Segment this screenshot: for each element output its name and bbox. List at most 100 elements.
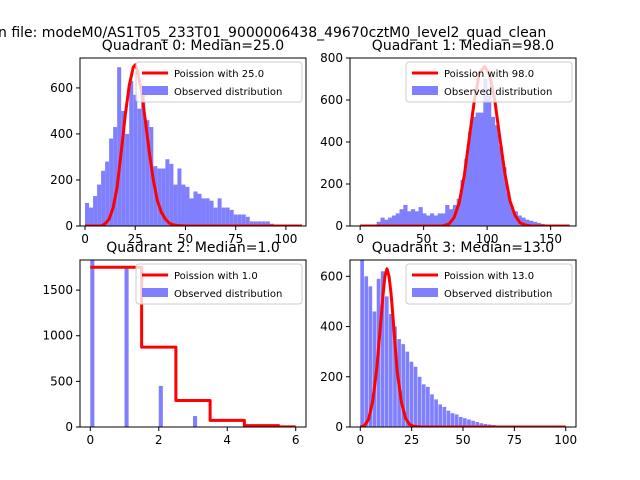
histogram-bar xyxy=(475,421,480,427)
histogram-bar xyxy=(105,161,110,226)
histogram-bar xyxy=(468,131,473,226)
histogram-bar xyxy=(225,207,230,226)
plot-area xyxy=(90,260,296,427)
y-tick-label: 200 xyxy=(50,173,73,187)
histogram-bar xyxy=(460,179,465,226)
histogram-bar xyxy=(433,215,438,226)
histogram-bar xyxy=(237,214,242,226)
histogram-bar xyxy=(372,311,377,427)
y-tick-label: 600 xyxy=(320,93,343,107)
x-tick-label: 150 xyxy=(539,232,562,246)
histogram-bar xyxy=(209,200,214,226)
chart-panel-2: 0 2 4 6 0 500 1000 1500 Quadrant 2: Median=1.0 Po… xyxy=(42,240,307,447)
y-tick-label: 600 xyxy=(320,269,343,283)
legend: Poission with 98.0 Observed distribution xyxy=(405,61,573,103)
histogram-bar xyxy=(265,221,270,226)
histogram-bar xyxy=(249,221,254,226)
figure-suptitle: n file: modeM0/AS1T05_233T01_9000006438_… xyxy=(0,25,546,41)
y-tick-label: 0 xyxy=(335,420,343,434)
histogram-bar xyxy=(380,271,385,427)
histogram-bar xyxy=(229,209,234,226)
histogram-bar xyxy=(384,219,389,226)
histogram-bar xyxy=(456,198,461,226)
histogram-bar xyxy=(407,211,412,226)
histogram-bar xyxy=(418,207,423,226)
histogram-bar xyxy=(417,376,422,427)
histogram-bar xyxy=(413,366,418,427)
histogram-bar xyxy=(185,186,190,226)
histogram-bar xyxy=(380,217,385,226)
x-tick-label: 100 xyxy=(274,232,297,246)
histogram-bar xyxy=(97,184,102,226)
histogram-bar xyxy=(101,170,106,226)
histogram-bar xyxy=(458,416,463,427)
histogram-bar xyxy=(109,138,114,226)
histogram-bar xyxy=(532,221,538,226)
histogram-bar xyxy=(446,410,451,427)
histogram-bar xyxy=(442,406,447,427)
x-tick-label: 25 xyxy=(404,433,419,447)
histogram-bar xyxy=(430,394,434,427)
legend-label: Poission with 1.0 xyxy=(174,271,258,282)
y-tick-label: 400 xyxy=(50,127,73,141)
histogram-bar xyxy=(490,116,496,226)
histogram-bar xyxy=(529,220,534,226)
histogram-bar xyxy=(509,207,515,226)
x-tick-label: 0 xyxy=(86,433,94,447)
x-tick-label: 75 xyxy=(228,232,243,246)
histogram-bar xyxy=(177,168,182,226)
histogram-bar xyxy=(90,260,95,427)
histogram-bar xyxy=(479,423,484,427)
histogram-bar xyxy=(89,207,94,226)
panel-title: Quadrant 2: Median=1.0 xyxy=(106,240,280,256)
histogram-bar xyxy=(165,159,170,226)
histogram-bar xyxy=(141,92,146,226)
histogram-bar xyxy=(93,196,98,226)
histogram-bar xyxy=(124,268,129,427)
y-tick-label: 0 xyxy=(65,219,73,233)
histogram-bar xyxy=(483,423,488,427)
y-tick-label: 200 xyxy=(320,370,343,384)
histogram-bar xyxy=(360,260,364,427)
x-tick-label: 0 xyxy=(81,232,89,246)
histogram-bar xyxy=(241,214,246,226)
legend-label: Poission with 98.0 xyxy=(444,69,534,80)
histogram-bar xyxy=(422,213,427,226)
histogram-bar xyxy=(454,414,459,427)
legend-bar-swatch xyxy=(142,86,168,95)
histogram-bar xyxy=(494,125,499,226)
histogram-bar xyxy=(193,191,198,226)
histogram-bar xyxy=(213,207,218,226)
histogram-bar xyxy=(233,214,238,226)
histogram-bar xyxy=(445,205,450,226)
histogram-bar xyxy=(137,108,142,226)
histogram-bar xyxy=(410,209,416,226)
legend-label: Poission with 25.0 xyxy=(174,69,264,80)
histogram-bar xyxy=(483,79,488,226)
axes-frame xyxy=(79,259,307,428)
histogram-bar xyxy=(421,384,426,427)
histogram-bar xyxy=(426,386,430,427)
histogram-bar xyxy=(257,221,262,226)
histogram-bar xyxy=(429,213,435,226)
y-tick-label: 600 xyxy=(50,81,73,95)
histogram-bar xyxy=(426,215,431,226)
y-tick-label: 200 xyxy=(320,177,343,191)
histogram-bar xyxy=(449,209,454,226)
histogram-bar xyxy=(403,205,408,226)
histogram-bar xyxy=(376,221,381,226)
histogram-bar xyxy=(125,133,130,226)
legend-box xyxy=(405,263,573,305)
histogram-bar xyxy=(145,120,150,226)
histogram-bar xyxy=(463,418,467,427)
panel-title: Quadrant 3: Median=13.0 xyxy=(372,240,554,256)
legend-label: Observed distribution xyxy=(444,289,552,300)
histogram-bar xyxy=(389,313,393,427)
axes-frame xyxy=(79,57,307,227)
y-tick-label: 400 xyxy=(320,320,343,334)
y-tick-label: 1500 xyxy=(42,283,73,297)
histogram-bar xyxy=(401,344,406,427)
histogram-bar xyxy=(158,385,163,427)
histogram-bar xyxy=(205,198,210,226)
